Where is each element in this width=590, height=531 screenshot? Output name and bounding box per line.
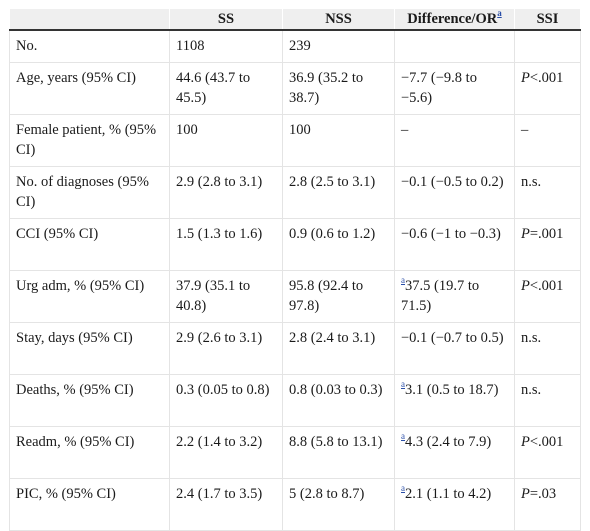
row-label-cell: Stay, days (95% CI): [9, 322, 170, 375]
difference-value-cell: −0.1 (−0.7 to 0.5): [394, 322, 515, 375]
difference-value-cell: –: [394, 114, 515, 167]
p-value-symbol: P: [521, 278, 530, 294]
ss-value-cell: 1108: [169, 30, 283, 63]
ssi-value-cell: n.s.: [514, 374, 581, 427]
ss-value-cell: 2.4 (1.7 to 3.5): [169, 478, 283, 531]
ssi-value: n.s.: [521, 174, 542, 190]
ssi-value-cell: –: [514, 114, 581, 167]
ssi-value: n.s.: [521, 382, 542, 398]
table-row: Age, years (95% CI) 44.6 (43.7 to 45.5) 36…: [9, 62, 581, 115]
row-label-cell: No.: [9, 30, 170, 63]
table-body: No. 1108 239 Age, years (95% CI) 44.6 (43.7 …: [9, 30, 581, 531]
table-row: CCI (95% CI) 1.5 (1.3 to 1.6) 0.9 (0.6 to …: [9, 218, 581, 271]
ssi-value: =.03: [529, 486, 557, 502]
ssi-value-cell: P<.001: [514, 426, 581, 479]
difference-value: –: [401, 122, 409, 138]
difference-value: −0.6 (−1 to −0.3): [401, 226, 501, 242]
difference-value-cell: a3.1 (0.5 to 18.7): [394, 374, 515, 427]
ssi-value: n.s.: [521, 330, 542, 346]
table-row: PIC, % (95% CI) 2.4 (1.7 to 3.5) 5 (2.8 to…: [9, 478, 581, 531]
ss-value-cell: 1.5 (1.3 to 1.6): [169, 218, 283, 271]
difference-value-cell: a2.1 (1.1 to 4.2): [394, 478, 515, 531]
difference-value: 3.1 (0.5 to 18.7): [405, 382, 499, 398]
ss-value-cell: 37.9 (35.1 to 40.8): [169, 270, 283, 323]
footnote-link[interactable]: a: [497, 8, 502, 19]
p-value-symbol: P: [521, 486, 530, 502]
ss-value-cell: 2.9 (2.8 to 3.1): [169, 166, 283, 219]
header-row: SS NSS Difference/ORa SSI: [9, 8, 581, 31]
table-row: No. 1108 239: [9, 30, 581, 63]
header-ssi: SSI: [514, 9, 581, 31]
ssi-value: <.001: [529, 70, 564, 86]
ssi-value-cell: n.s.: [514, 322, 581, 375]
comparison-table: SS NSS Difference/ORa SSI No. 1108 239 Age,…: [9, 9, 581, 531]
ssi-value-cell: P<.001: [514, 270, 581, 323]
ss-value-cell: 2.2 (1.4 to 3.2): [169, 426, 283, 479]
difference-value-cell: a37.5 (19.7 to 71.5): [394, 270, 515, 323]
row-label-cell: Readm, % (95% CI): [9, 426, 170, 479]
nss-value-cell: 5 (2.8 to 8.7): [282, 478, 395, 531]
ssi-value: <.001: [529, 278, 564, 294]
header-difference-or-label: Difference/OR: [407, 11, 498, 27]
difference-value: −0.1 (−0.5 to 0.2): [401, 174, 504, 190]
row-label-cell: No. of diagnoses (95% CI): [9, 166, 170, 219]
p-value-symbol: P: [521, 70, 530, 86]
table-row: Stay, days (95% CI) 2.9 (2.6 to 3.1) 2.8 (…: [9, 322, 581, 375]
difference-value-cell: a4.3 (2.4 to 7.9): [394, 426, 515, 479]
row-label-cell: Deaths, % (95% CI): [9, 374, 170, 427]
difference-value-cell: −0.1 (−0.5 to 0.2): [394, 166, 515, 219]
header-ss: SS: [169, 9, 283, 31]
difference-value: −0.1 (−0.7 to 0.5): [401, 330, 504, 346]
row-label-cell: Urg adm, % (95% CI): [9, 270, 170, 323]
ss-value-cell: 100: [169, 114, 283, 167]
nss-value-cell: 95.8 (92.4 to 97.8): [282, 270, 395, 323]
header-label-cell: [9, 9, 170, 31]
difference-value-cell: −0.6 (−1 to −0.3): [394, 218, 515, 271]
nss-value-cell: 0.8 (0.03 to 0.3): [282, 374, 395, 427]
difference-value: −7.7 (−9.8 to −5.6): [401, 70, 477, 106]
ss-value-cell: 44.6 (43.7 to 45.5): [169, 62, 283, 115]
footnote-link[interactable]: a: [401, 379, 405, 390]
nss-value-cell: 2.8 (2.4 to 3.1): [282, 322, 395, 375]
nss-value-cell: 0.9 (0.6 to 1.2): [282, 218, 395, 271]
table-row: No. of diagnoses (95% CI) 2.9 (2.8 to 3.1…: [9, 166, 581, 219]
table-row: Female patient, % (95% CI) 100 100– –: [9, 114, 581, 167]
ssi-value-cell: P=.001: [514, 218, 581, 271]
difference-value-cell: −7.7 (−9.8 to −5.6): [394, 62, 515, 115]
table-row: Deaths, % (95% CI) 0.3 (0.05 to 0.8) 0.8 (…: [9, 374, 581, 427]
row-label-cell: Age, years (95% CI): [9, 62, 170, 115]
p-value-symbol: P: [521, 226, 530, 242]
table-header: SS NSS Difference/ORa SSI: [9, 8, 581, 31]
nss-value-cell: 36.9 (35.2 to 38.7): [282, 62, 395, 115]
header-difference-or: Difference/ORa: [394, 8, 515, 31]
table-row: Urg adm, % (95% CI) 37.9 (35.1 to 40.8) 95…: [9, 270, 581, 323]
ssi-value: =.001: [529, 226, 564, 242]
ss-value-cell: 0.3 (0.05 to 0.8): [169, 374, 283, 427]
ssi-value-cell: n.s.: [514, 166, 581, 219]
ssi-value: –: [521, 122, 529, 138]
nss-value-cell: 100: [282, 114, 395, 167]
ssi-value-cell: P=.03: [514, 478, 581, 531]
footnote-link[interactable]: a: [401, 483, 405, 494]
row-label-cell: Female patient, % (95% CI): [9, 114, 170, 167]
nss-value-cell: 239: [282, 30, 395, 63]
data-table-container: SS NSS Difference/ORa SSI No. 1108 239 Age,…: [9, 9, 581, 531]
p-value-symbol: P: [521, 434, 530, 450]
row-label-cell: PIC, % (95% CI): [9, 478, 170, 531]
nss-value-cell: 8.8 (5.8 to 13.1): [282, 426, 395, 479]
ssi-value: <.001: [529, 434, 564, 450]
difference-value-cell: [394, 30, 515, 63]
nss-value-cell: 2.8 (2.5 to 3.1): [282, 166, 395, 219]
ssi-value-cell: [514, 30, 581, 63]
table-row: Readm, % (95% CI) 2.2 (1.4 to 3.2) 8.8 (5.…: [9, 426, 581, 479]
row-label-cell: CCI (95% CI): [9, 218, 170, 271]
footnote-link[interactable]: a: [401, 275, 405, 286]
difference-value: 2.1 (1.1 to 4.2): [405, 486, 492, 502]
ss-value-cell: 2.9 (2.6 to 3.1): [169, 322, 283, 375]
header-nss: NSS: [282, 9, 395, 31]
difference-value: 4.3 (2.4 to 7.9): [405, 434, 492, 450]
ssi-value-cell: P<.001: [514, 62, 581, 115]
difference-value: 37.5 (19.7 to 71.5): [401, 278, 480, 314]
footnote-link[interactable]: a: [401, 431, 405, 442]
